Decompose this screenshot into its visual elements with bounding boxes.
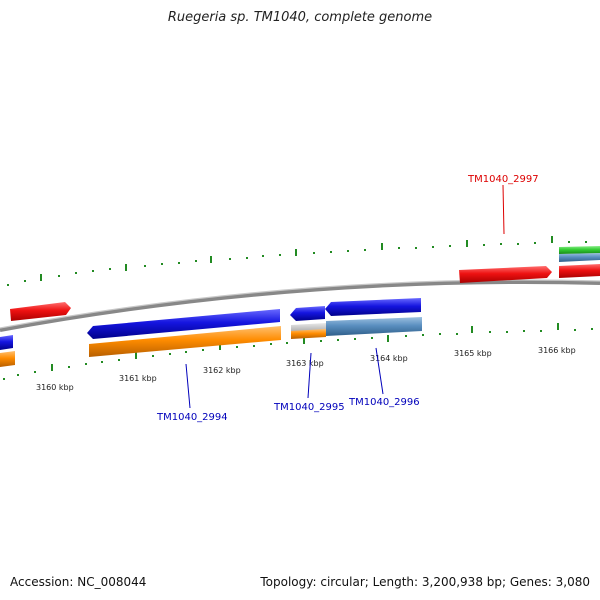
- gene-label-tm1040-2995[interactable]: TM1040_2995: [273, 402, 345, 413]
- leader-line-2995: [307, 352, 312, 399]
- kbp-label-3163: 3163 kbp: [286, 359, 324, 368]
- leader-line-2994: [185, 363, 191, 409]
- kbp-label-3166: 3166 kbp: [538, 346, 576, 355]
- outer-tick-ring: [7, 236, 587, 286]
- genome-summary-text: Topology: circular; Length: 3,200,938 bp…: [260, 575, 590, 589]
- leader-line-2996: [375, 347, 384, 395]
- forward-gene-tm1040-2997[interactable]: [459, 266, 552, 283]
- kbp-label-3160: 3160 kbp: [36, 383, 74, 392]
- leader-line-2997: [502, 184, 505, 235]
- genome-title: Ruegeria sp. TM1040, complete genome: [167, 10, 433, 25]
- reverse-gene-tm1040-2995-orange[interactable]: [291, 329, 326, 339]
- reverse-gene-tm1040-2996-steel[interactable]: [326, 317, 422, 336]
- reverse-gene-tm1040-2996-blue[interactable]: [325, 298, 421, 316]
- kbp-label-3165: 3165 kbp: [454, 349, 492, 358]
- genome-backbone: [0, 279, 600, 332]
- kbp-label-3164: 3164 kbp: [370, 354, 408, 363]
- forward-gene-right-steel[interactable]: [559, 253, 600, 262]
- kbp-label-3161: 3161 kbp: [119, 374, 157, 383]
- reverse-gene-tm1040-2994-blue[interactable]: [87, 309, 280, 339]
- kbp-label-3162: 3162 kbp: [203, 366, 241, 375]
- forward-gene-right-red[interactable]: [559, 264, 600, 278]
- accession-text: Accession: NC_008044: [10, 575, 147, 589]
- gene-label-tm1040-2996[interactable]: TM1040_2996: [348, 397, 420, 408]
- gene-label-tm1040-2994[interactable]: TM1040_2994: [156, 412, 228, 423]
- forward-gene-right-green[interactable]: [559, 246, 600, 254]
- inner-tick-ring: [3, 323, 593, 380]
- forward-gene-left[interactable]: [10, 302, 71, 321]
- reverse-gene-left-orange[interactable]: [0, 351, 15, 367]
- reverse-gene-left-blue[interactable]: [0, 335, 13, 350]
- reverse-gene-tm1040-2994-orange[interactable]: [89, 326, 281, 357]
- reverse-gene-tm1040-2995-blue[interactable]: [290, 306, 325, 321]
- gene-label-tm1040-2997[interactable]: TM1040_2997: [467, 174, 539, 185]
